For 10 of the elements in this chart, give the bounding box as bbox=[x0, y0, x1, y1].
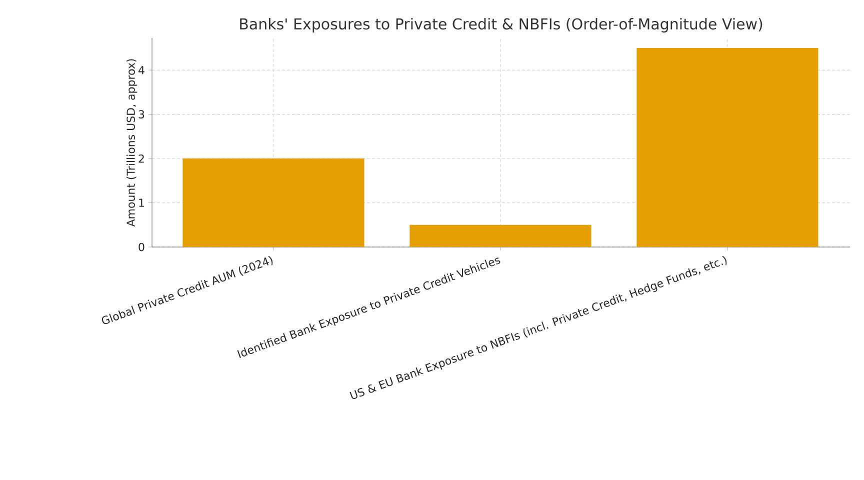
bar bbox=[182, 158, 364, 247]
y-tick-label: 3 bbox=[138, 110, 144, 118]
y-tick-label: 0 bbox=[138, 242, 144, 252]
y-tick-label: 2 bbox=[138, 154, 144, 163]
y-tick-label: 1 bbox=[139, 198, 144, 207]
chart-title: Banks' Exposures to Private Credit & NBFIs (Order-of-Magnitude View) bbox=[240, 18, 762, 32]
bar bbox=[636, 48, 818, 247]
bar bbox=[410, 224, 592, 247]
y-axis-title: Amount (Trillions USD, approx) bbox=[126, 59, 138, 227]
y-tick-label: 4 bbox=[138, 66, 144, 74]
